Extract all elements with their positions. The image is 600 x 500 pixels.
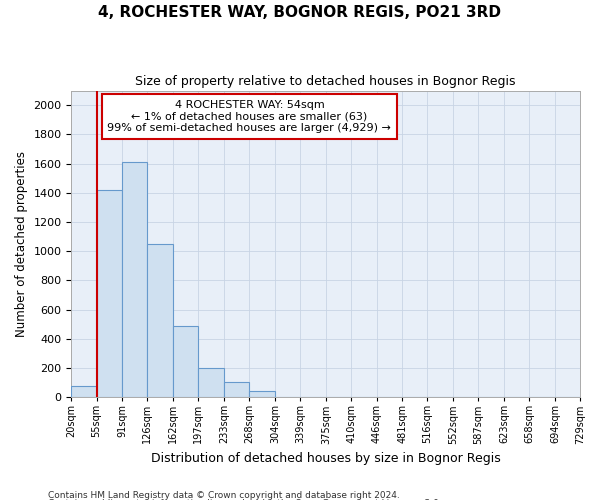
Title: Size of property relative to detached houses in Bognor Regis: Size of property relative to detached ho… xyxy=(136,75,516,88)
Y-axis label: Number of detached properties: Number of detached properties xyxy=(15,151,28,337)
Text: Contains HM Land Registry data © Crown copyright and database right 2024.: Contains HM Land Registry data © Crown c… xyxy=(48,490,400,500)
Text: Contains public sector information licensed under the Open Government Licence v3: Contains public sector information licen… xyxy=(48,499,442,500)
Bar xyxy=(122,162,148,397)
Bar xyxy=(148,244,173,397)
Bar xyxy=(199,368,224,397)
Text: 4, ROCHESTER WAY, BOGNOR REGIS, PO21 3RD: 4, ROCHESTER WAY, BOGNOR REGIS, PO21 3RD xyxy=(98,5,502,20)
Bar xyxy=(250,392,275,397)
Bar xyxy=(97,190,122,397)
Bar xyxy=(224,382,250,397)
X-axis label: Distribution of detached houses by size in Bognor Regis: Distribution of detached houses by size … xyxy=(151,452,500,465)
Bar xyxy=(173,326,199,397)
Text: 4 ROCHESTER WAY: 54sqm
← 1% of detached houses are smaller (63)
99% of semi-deta: 4 ROCHESTER WAY: 54sqm ← 1% of detached … xyxy=(107,100,391,133)
Bar xyxy=(71,386,97,397)
